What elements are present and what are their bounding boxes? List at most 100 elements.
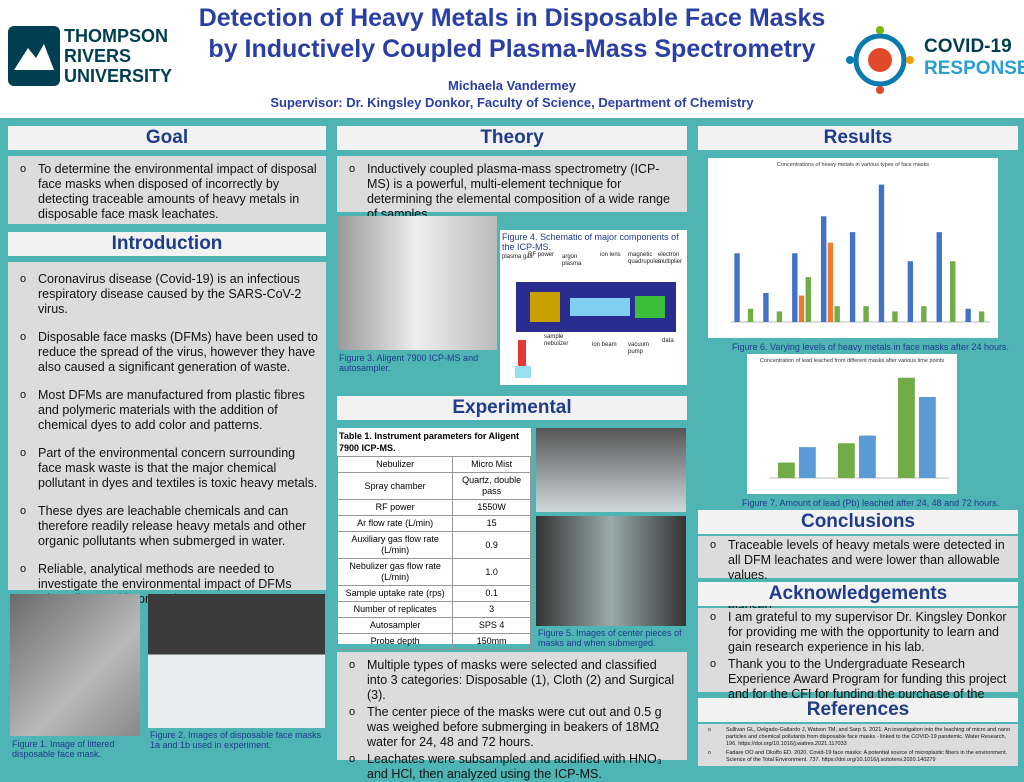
goal-box: To determine the environmental impact of… [8, 156, 326, 224]
section-heading: Introduction [8, 232, 326, 256]
chart-title: Concentrations of heavy metals in variou… [777, 162, 929, 168]
table-cell: Probe depth [336, 633, 454, 650]
bullet-list: I am grateful to my supervisor Dr. Kings… [706, 610, 1010, 717]
schematic-label: plasma gas [502, 254, 533, 260]
table-cell: 0.1 [452, 585, 531, 602]
bar [907, 261, 914, 322]
bullet: Leachates were subsampled and acidified … [349, 752, 679, 782]
section-heading: Results [698, 126, 1018, 150]
bullet: Traceable levels of heavy metals were de… [710, 538, 1010, 583]
caption: Figure 7. Amount of lead (Pb) leached af… [742, 498, 1000, 508]
table-row: RF power 1550W [336, 499, 531, 516]
table-cell: 3 [452, 601, 531, 618]
references-box: Sullivan GL, Delgado-Gallardo J, Watson … [698, 724, 1018, 766]
covid-icon [846, 26, 914, 94]
bullet: To determine the environmental impact of… [20, 162, 318, 222]
bar [734, 253, 740, 322]
bar [778, 462, 795, 478]
table-row: Auxiliary gas flow rate (L/min) 0.9 [336, 531, 531, 559]
conclusions-box: Traceable levels of heavy metals were de… [698, 536, 1018, 614]
institution-name: THOMPSON RIVERS UNIVERSITY [64, 26, 172, 86]
schematic: Figure 4. Schematic of major components … [500, 230, 687, 385]
table: Nebulizer Micro Mist Spray chamber Quartz, … [336, 456, 531, 650]
table-row: Nebulizer Micro Mist [336, 456, 531, 473]
section-heading: Experimental [337, 396, 687, 420]
table-cell: Nebulizer [336, 456, 454, 473]
bar [863, 306, 869, 322]
bar [798, 295, 805, 322]
table-cell: Autosampler [336, 617, 454, 634]
bar [950, 261, 956, 322]
schematic-label: ion beam [592, 342, 617, 348]
table-row: Nebulizer gas flow rate (L/min) 1.0 [336, 558, 531, 586]
chart: Concentrations of heavy metals in variou… [708, 158, 998, 338]
bar [898, 377, 915, 478]
table-cell: 150mm [452, 633, 531, 650]
table-cell: Nebulizer gas flow rate (L/min) [336, 558, 454, 586]
schematic-drawing [515, 282, 676, 378]
bar [978, 311, 985, 322]
bullet: Coronavirus disease (Covid-19) is an inf… [20, 272, 318, 317]
schematic-label: RF power [528, 252, 555, 258]
photo [337, 216, 497, 350]
bullet-list: Coronavirus disease (Covid-19) is an inf… [16, 272, 318, 607]
schematic-label: vacuum pump [628, 342, 650, 355]
chart-title: Concentration of lead leached from diffe… [760, 358, 944, 364]
table-caption: Table 1. Instrument parameters for Alige… [339, 431, 520, 453]
bullet-list: Multiple types of masks were selected an… [345, 658, 679, 782]
institution-line: RIVERS [64, 46, 132, 66]
university-logo [8, 26, 60, 86]
table-cell: Spray chamber [336, 472, 454, 500]
bullet-list: To determine the environmental impact of… [16, 162, 318, 222]
bullet: Most DFMs are manufactured from plastic … [20, 388, 318, 433]
photo [148, 594, 325, 728]
bar [821, 216, 827, 322]
bar [919, 397, 936, 478]
table-row: Sample uptake rate (rps) 0.1 [336, 585, 531, 602]
table-row: Ar flow rate (L/min) 15 [336, 515, 531, 532]
caption: Figure 3. Aligent 7900 ICP-MS and autosa… [339, 353, 479, 373]
bar [921, 306, 927, 322]
bar [849, 232, 856, 322]
parameter-table: Table 1. Instrument parameters for Alige… [336, 428, 531, 650]
bar [965, 308, 971, 322]
intro-box: Coronavirus disease (Covid-19) is an inf… [8, 262, 326, 606]
bullet: I am grateful to my supervisor Dr. Kings… [710, 610, 1010, 655]
section-heading: Conclusions [698, 510, 1018, 534]
methods-box: Multiple types of masks were selected an… [337, 652, 687, 781]
bar [763, 292, 769, 322]
bar [776, 311, 783, 322]
bullet: Disposable face masks (DFMs) have been u… [20, 330, 318, 375]
bar [834, 306, 840, 322]
table-cell: Ar flow rate (L/min) [336, 515, 454, 532]
schematic-label: data [662, 338, 674, 344]
table-cell: 0.9 [452, 531, 531, 559]
bullet-list: Inductively coupled plasma-mass spectrom… [345, 162, 679, 222]
table-cell: Micro Mist [452, 456, 531, 473]
table-cell: 15 [452, 515, 531, 532]
schematic-label: magnetic quadrupoles [628, 252, 662, 265]
bar [827, 242, 834, 322]
table-cell: RF power [336, 499, 454, 516]
table-cell: 1550W [452, 499, 531, 516]
title: Detection of Heavy Metals in Disposable … [198, 4, 826, 32]
schematic-label: ion lens [600, 252, 621, 258]
section-heading: Goal [8, 126, 326, 150]
bullet: Inductively coupled plasma-mass spectrom… [349, 162, 679, 222]
covid-badge: COVID-19 RESPONSE [924, 36, 1024, 80]
bullet: Multiple types of masks were selected an… [349, 658, 679, 703]
author: Michaela Vandermey [448, 78, 576, 93]
table-row: Autosampler SPS 4 [336, 617, 531, 634]
table-row: Spray chamber Quartz, double pass [336, 472, 531, 500]
bullet: Part of the environmental concern surrou… [20, 446, 318, 491]
bar [878, 184, 885, 322]
bar [747, 308, 754, 322]
institution-line: THOMPSON [64, 26, 169, 46]
badge-line: COVID-19 [924, 36, 1012, 57]
schematic-label: argon plasma [562, 254, 582, 267]
bullet: These dyes are leachable chemicals and c… [20, 504, 318, 549]
bullet: Sullivan GL, Delgado-Gallardo J, Watson … [708, 727, 1012, 748]
table-cell: Quartz, double pass [452, 472, 531, 500]
bar [792, 253, 798, 322]
